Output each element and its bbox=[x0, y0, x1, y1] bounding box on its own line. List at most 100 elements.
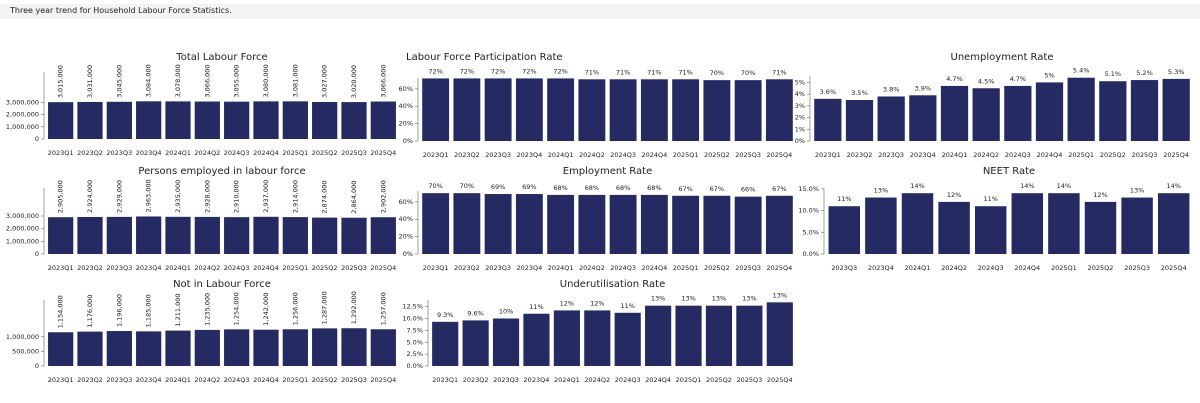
value-label: 3,020,000 bbox=[350, 65, 358, 98]
bar bbox=[877, 96, 905, 141]
value-label: 3,027,000 bbox=[321, 65, 329, 98]
bar bbox=[734, 196, 762, 254]
x-tick-label: 2024Q3 bbox=[1005, 151, 1031, 159]
y-tick-label: 5.0% bbox=[406, 338, 423, 346]
bar bbox=[765, 195, 793, 254]
value-label: 71% bbox=[772, 68, 786, 76]
bar bbox=[136, 331, 162, 366]
value-label: 1,154,000 bbox=[57, 295, 65, 328]
value-label: 13% bbox=[651, 295, 665, 303]
x-tick-label: 2024Q1 bbox=[165, 376, 191, 384]
bar bbox=[484, 78, 512, 141]
bar bbox=[1099, 81, 1127, 141]
value-label: 11% bbox=[620, 302, 634, 310]
y-tick-label: 15.0% bbox=[798, 185, 819, 193]
value-label: 1,287,000 bbox=[321, 291, 329, 324]
bar bbox=[106, 216, 132, 254]
value-label: 3,066,000 bbox=[379, 64, 387, 97]
x-tick-label: 2023Q4 bbox=[516, 264, 542, 272]
value-label: 71% bbox=[585, 68, 599, 76]
x-tick-label: 2025Q1 bbox=[282, 149, 308, 157]
value-label: 3.5% bbox=[851, 89, 868, 97]
y-tick-label: 10.0% bbox=[402, 315, 423, 323]
x-tick-label: 2025Q2 bbox=[706, 376, 732, 384]
y-tick-label: 40% bbox=[399, 102, 413, 110]
x-tick-label: 2023Q3 bbox=[106, 264, 132, 272]
value-label: 5.2% bbox=[1136, 69, 1153, 77]
value-label: 2,963,000 bbox=[145, 179, 153, 212]
bar bbox=[48, 102, 74, 139]
x-tick-label: 2024Q3 bbox=[610, 264, 636, 272]
y-tick-label: 2% bbox=[795, 114, 805, 122]
bar bbox=[845, 99, 874, 141]
value-label: 11% bbox=[529, 303, 543, 311]
x-tick-label: 2025Q2 bbox=[1100, 151, 1126, 159]
x-tick-label: 2023Q4 bbox=[136, 376, 162, 384]
x-tick-label: 2025Q1 bbox=[673, 151, 699, 159]
x-tick-label: 2024Q3 bbox=[615, 376, 641, 384]
value-label: 70% bbox=[710, 69, 724, 77]
x-tick-label: 2024Q1 bbox=[548, 151, 574, 159]
x-tick-label: 2024Q4 bbox=[253, 376, 279, 384]
chart-title: Employment Rate bbox=[563, 166, 652, 177]
y-tick-label: 0% bbox=[403, 137, 413, 145]
bar bbox=[194, 101, 220, 139]
bar bbox=[972, 88, 1000, 141]
bar bbox=[1048, 193, 1080, 254]
value-label: 4.7% bbox=[946, 75, 963, 83]
x-tick-label: 2024Q2 bbox=[579, 264, 605, 272]
y-tick-label: 0% bbox=[795, 137, 805, 145]
x-tick-label: 2025Q4 bbox=[766, 151, 792, 159]
value-label: 71% bbox=[678, 68, 692, 76]
value-label: 13% bbox=[742, 295, 756, 303]
x-tick-label: 2025Q2 bbox=[312, 149, 338, 157]
x-tick-label: 2024Q1 bbox=[165, 264, 191, 272]
x-tick-label: 2023Q1 bbox=[423, 264, 449, 272]
value-label: 2,905,000 bbox=[57, 180, 65, 213]
x-tick-label: 2023Q1 bbox=[815, 151, 841, 159]
y-tick-label: 5% bbox=[795, 78, 805, 86]
bar bbox=[909, 95, 937, 141]
bar bbox=[48, 332, 74, 366]
value-label: 67% bbox=[678, 185, 692, 193]
x-tick-label: 2025Q4 bbox=[767, 376, 793, 384]
bar bbox=[136, 101, 162, 139]
bar bbox=[370, 329, 396, 366]
value-label: 69% bbox=[522, 183, 536, 191]
bar bbox=[48, 217, 74, 254]
bar bbox=[1130, 80, 1159, 141]
bar bbox=[672, 195, 700, 254]
x-tick-label: 2023Q4 bbox=[516, 151, 542, 159]
value-label: 1,185,000 bbox=[145, 294, 153, 327]
value-label: 5.4% bbox=[1073, 67, 1090, 75]
chart-title: NEET Rate bbox=[983, 166, 1035, 177]
bar bbox=[765, 79, 793, 141]
x-tick-label: 2025Q3 bbox=[341, 376, 367, 384]
bar bbox=[1067, 77, 1095, 141]
x-tick-label: 2025Q2 bbox=[312, 264, 338, 272]
bar bbox=[640, 79, 668, 141]
x-tick-label: 2023Q1 bbox=[432, 376, 458, 384]
y-tick-label: 0 bbox=[35, 135, 39, 143]
bar bbox=[675, 305, 702, 366]
value-label: 12% bbox=[560, 299, 574, 307]
value-label: 70% bbox=[428, 182, 442, 190]
bar bbox=[341, 217, 367, 254]
bar bbox=[253, 329, 279, 366]
value-label: 71% bbox=[616, 68, 630, 76]
bar bbox=[645, 305, 672, 366]
value-label: 3,045,000 bbox=[115, 65, 123, 98]
x-tick-label: 2024Q2 bbox=[194, 264, 220, 272]
x-tick-label: 2024Q4 bbox=[1014, 264, 1040, 272]
value-label: 2,914,000 bbox=[291, 180, 299, 213]
bar bbox=[253, 101, 279, 139]
x-tick-label: 2023Q2 bbox=[77, 149, 103, 157]
y-tick-label: 20% bbox=[399, 233, 413, 241]
x-tick-label: 2025Q3 bbox=[1124, 264, 1150, 272]
bar bbox=[453, 193, 481, 254]
x-tick-label: 2023Q4 bbox=[868, 264, 894, 272]
value-label: 13% bbox=[1130, 187, 1144, 195]
bar bbox=[1084, 201, 1117, 254]
bar bbox=[432, 321, 459, 366]
bar bbox=[1011, 193, 1044, 254]
